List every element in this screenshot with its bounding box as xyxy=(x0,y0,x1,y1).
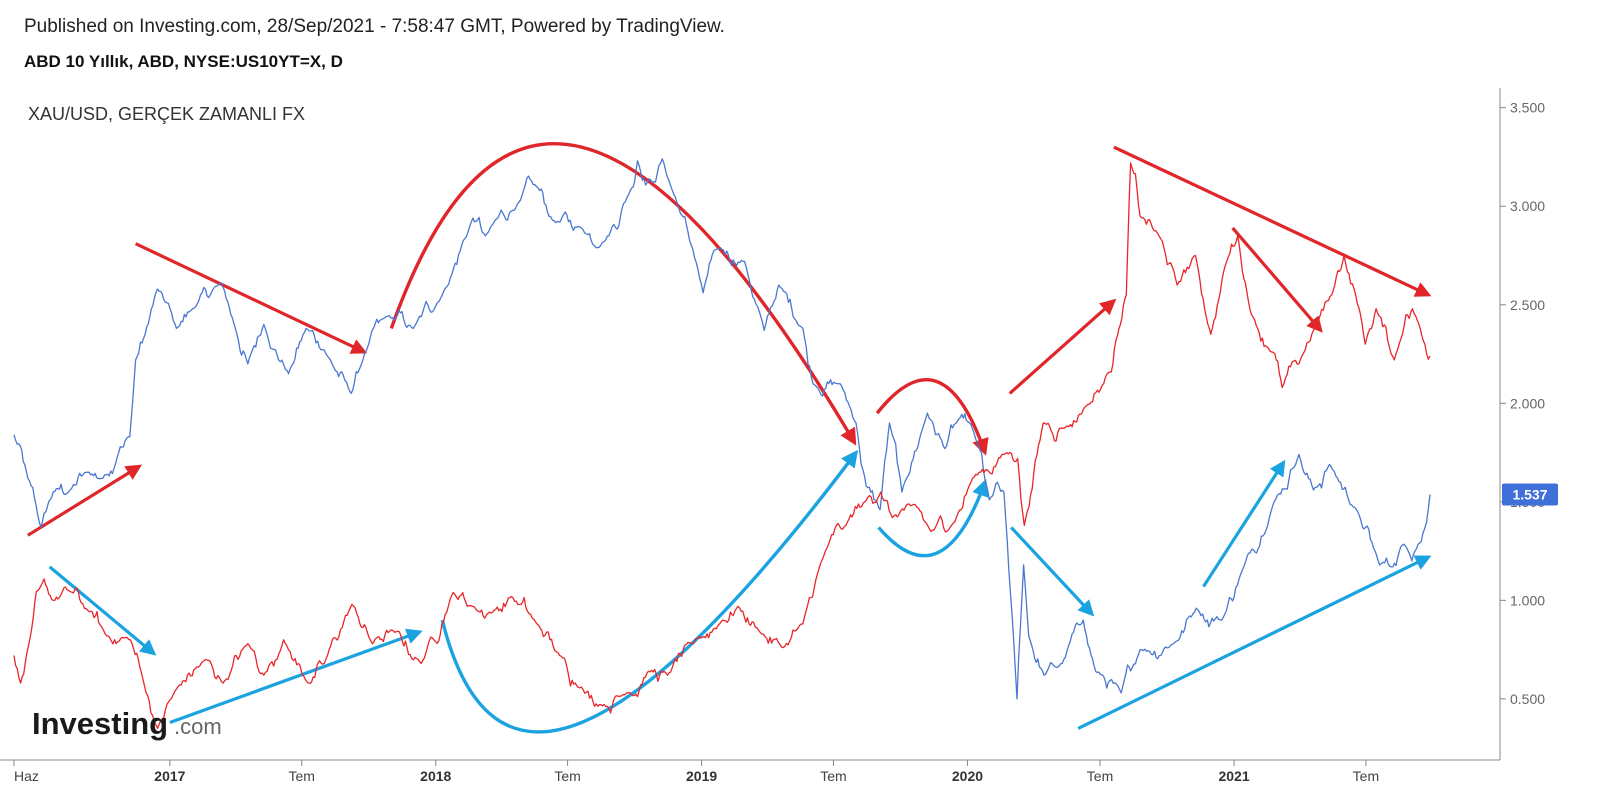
blue-trend-arrow xyxy=(169,628,423,725)
red-trend-arrow xyxy=(134,242,368,354)
x-tick-label: 2020 xyxy=(952,768,983,784)
y-tick-label: 1.000 xyxy=(1510,592,1545,608)
x-tick-label: Haz xyxy=(14,768,39,784)
blue-trend-arrow xyxy=(48,565,157,656)
series-layer xyxy=(13,158,1431,730)
x-tick-label: 2018 xyxy=(420,768,451,784)
logo-suffix: .com xyxy=(174,714,222,739)
y-tick-label: 2.500 xyxy=(1510,297,1545,313)
x-tick-label: Tem xyxy=(1087,768,1113,784)
blue-trend-arrow xyxy=(1077,555,1432,730)
x-tick-label: Tem xyxy=(554,768,580,784)
red-trend-arrow xyxy=(1113,145,1432,297)
y-tick-label: 3.500 xyxy=(1510,100,1545,116)
red-trend-arrow xyxy=(26,464,143,537)
y-tick-label: 0.500 xyxy=(1510,691,1545,707)
gold-series-line xyxy=(13,162,1431,730)
x-tick-label: 2019 xyxy=(686,768,717,784)
red-trend-arrow xyxy=(1231,226,1323,333)
x-tick-label: Tem xyxy=(1353,768,1379,784)
investing-logo: Investing .com xyxy=(32,706,222,741)
symbol-title: ABD 10 Yıllık, ABD, NYSE:US10YT=X, D xyxy=(24,52,343,71)
x-tick-label: 2017 xyxy=(154,768,185,784)
overlay-series-title: XAU/USD, GERÇEK ZAMANLI FX xyxy=(28,104,305,124)
annotations-layer xyxy=(26,142,1432,734)
x-axis: Haz 2017 Tem 2018 Tem 2019 Tem 2020 Tem 2021 Tem xyxy=(13,760,1379,784)
last-price-badge: 1.537 xyxy=(1502,483,1558,506)
y-tick-label: 2.000 xyxy=(1510,395,1545,411)
red-trend-arrow xyxy=(1008,298,1117,395)
blue-curved-arrow xyxy=(877,478,989,558)
red-curved-arrow xyxy=(389,142,857,446)
blue-trend-arrow xyxy=(1202,459,1286,588)
published-info: Published on Investing.com, 28/Sep/2021 … xyxy=(24,16,725,37)
blue-curved-arrow xyxy=(440,449,859,734)
red-curved-arrow xyxy=(875,378,989,456)
logo-text: Investing xyxy=(32,706,168,741)
x-tick-label: 2021 xyxy=(1218,768,1249,784)
y-tick-label: 3.000 xyxy=(1510,198,1545,214)
x-tick-label: Tem xyxy=(820,768,846,784)
blue-trend-arrow xyxy=(1010,526,1095,617)
last-price-label: 1.537 xyxy=(1512,487,1547,503)
us10y-series-line xyxy=(13,158,1431,700)
x-tick-label: Tem xyxy=(288,768,314,784)
